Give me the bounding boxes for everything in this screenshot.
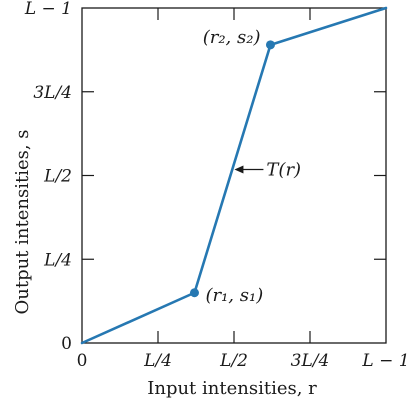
x-tick-label-l-4: L/4 xyxy=(143,351,172,371)
y-axis-title: Output intensities, s xyxy=(12,129,33,314)
annotation-layer: (r₁, s₁) (r₂, s₂) T(r) xyxy=(203,27,301,306)
y-tick-label-0: 0 xyxy=(61,334,72,354)
x-tick-label-l-2: L/2 xyxy=(219,351,248,371)
control-point-label-2: (r₂, s₂) xyxy=(203,27,261,48)
axis-tick-labels: 0 L/4 L/2 3L/4 L − 1 0 L/4 L/2 3L/4 L − 1 xyxy=(24,0,410,371)
control-point-1 xyxy=(189,288,199,298)
x-tick-label-l-1: L − 1 xyxy=(361,351,409,371)
x-tick-label-0: 0 xyxy=(77,351,88,371)
annotation-arrow-head xyxy=(234,165,244,174)
annotation-label-t-r: T(r) xyxy=(266,160,301,181)
transformation-curve xyxy=(80,6,388,345)
y-tick-label-l-4: L/4 xyxy=(43,250,72,270)
x-axis-title: Input intensities, r xyxy=(147,378,317,399)
axis-ticks xyxy=(82,8,386,343)
x-tick-label-3l-4: 3L/4 xyxy=(291,351,330,371)
y-tick-label-3l-4: 3L/4 xyxy=(33,83,72,103)
y-tick-label-l-2: L/2 xyxy=(43,167,72,187)
series-layer xyxy=(80,6,388,345)
control-point-label-1: (r₁, s₁) xyxy=(205,285,263,306)
control-point-2 xyxy=(265,40,275,50)
y-tick-label-l-1: L − 1 xyxy=(24,0,72,19)
